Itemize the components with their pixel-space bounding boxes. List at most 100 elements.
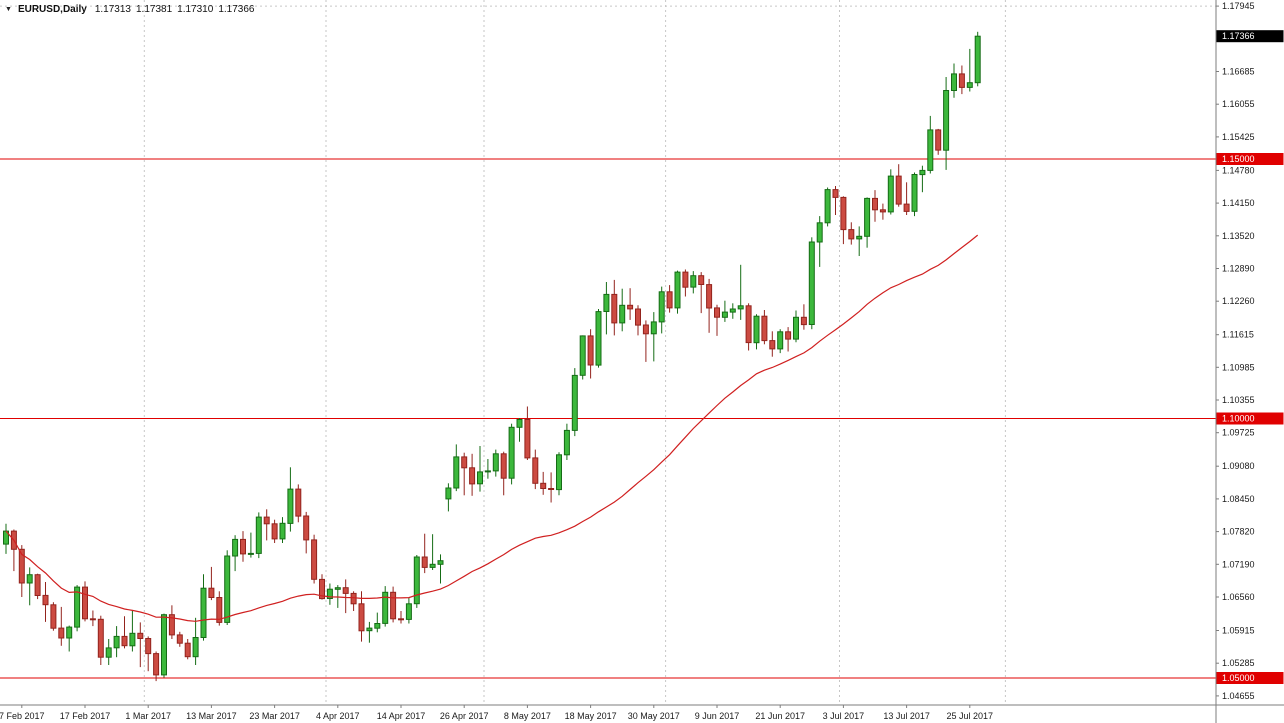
candle-body <box>295 488 302 517</box>
candle <box>247 532 254 558</box>
current-price-tag: 1.17366 <box>1216 30 1284 43</box>
candle <box>619 288 626 332</box>
candle <box>50 602 57 631</box>
candle <box>437 554 444 584</box>
candle <box>595 309 602 368</box>
candle <box>793 310 799 343</box>
price-tick-label: 1.17945 <box>1222 1 1255 11</box>
candle <box>721 300 728 322</box>
candle-body <box>255 516 262 554</box>
candle-body <box>271 523 278 540</box>
svg-text:1.05000: 1.05000 <box>1222 673 1255 683</box>
candle <box>627 288 634 320</box>
price-tick-label: 1.05915 <box>1222 626 1255 636</box>
candle <box>129 610 136 652</box>
candle <box>421 533 428 574</box>
time-tick-label: 4 Apr 2017 <box>316 711 360 721</box>
candle-body <box>635 308 641 326</box>
chart-header: ▼ EURUSD,Daily 1.17313 1.17381 1.17310 1… <box>5 4 254 15</box>
symbol-period-label: EURUSD,Daily <box>17 4 87 15</box>
price-tick-label: 1.08450 <box>1222 494 1255 504</box>
candle-body <box>303 515 310 541</box>
price-tick-label: 1.10355 <box>1222 395 1255 405</box>
candle <box>872 190 878 222</box>
candle <box>168 605 175 639</box>
candle-body <box>974 35 981 84</box>
candle <box>82 581 88 622</box>
candle <box>800 304 807 330</box>
candle <box>453 444 460 492</box>
candle-body <box>887 175 894 213</box>
candle <box>777 329 784 354</box>
candle-body <box>121 635 128 647</box>
candle <box>200 574 207 641</box>
price-tick-label: 1.15425 <box>1222 132 1255 142</box>
candle-body <box>721 311 728 318</box>
candle <box>429 534 436 570</box>
candle <box>879 203 886 220</box>
candle <box>350 591 357 611</box>
candle-body <box>224 555 231 623</box>
candle <box>769 331 776 357</box>
candle-body <box>943 90 950 151</box>
candle-body <box>311 539 318 580</box>
candle-body <box>524 419 531 459</box>
time-tick-label: 17 Feb 2017 <box>60 711 111 721</box>
candle-body <box>532 457 539 484</box>
price-tick-label: 1.13520 <box>1222 231 1255 241</box>
time-axis-surface[interactable] <box>0 705 1284 723</box>
candle-body <box>895 175 902 205</box>
candle-body <box>145 638 152 655</box>
candle-body <box>129 632 136 647</box>
candle-body <box>966 82 973 88</box>
price-tick-label: 1.12890 <box>1222 264 1255 274</box>
candle-body <box>137 632 144 639</box>
candle <box>137 622 144 668</box>
candle-body <box>342 587 349 594</box>
candle-body <box>769 340 776 350</box>
chart-plot-surface[interactable] <box>0 0 1216 705</box>
candle-body <box>390 591 397 620</box>
candle <box>816 216 823 267</box>
price-tick-label: 1.09725 <box>1222 428 1255 438</box>
candle <box>698 272 705 314</box>
candle <box>935 128 942 155</box>
candle-body <box>113 635 120 649</box>
price-tick-label: 1.16055 <box>1222 99 1255 109</box>
candle-body <box>66 626 73 639</box>
candle <box>184 639 191 660</box>
candle-body <box>445 487 452 500</box>
candle-body <box>429 563 436 568</box>
ohlc-close-value: 1.17366 <box>218 4 255 15</box>
time-tick-label: 8 May 2017 <box>504 711 551 721</box>
candle-body <box>200 587 207 639</box>
candle <box>279 517 286 543</box>
hline-price-tag: 1.05000 <box>1216 672 1284 684</box>
candle-body <box>872 197 878 211</box>
candle <box>848 222 855 245</box>
candle-body <box>398 618 404 621</box>
candle-body <box>216 597 223 623</box>
price-axis-surface[interactable] <box>1216 0 1284 705</box>
candle-body <box>793 316 799 340</box>
candle-body <box>540 482 547 489</box>
price-tick-label: 1.06560 <box>1222 592 1255 602</box>
candle-body <box>761 315 768 342</box>
candle <box>824 187 831 227</box>
candle-body <box>808 241 815 325</box>
candle <box>271 519 278 543</box>
ohlc-low-value: 1.17310 <box>177 4 214 15</box>
candle <box>603 282 610 335</box>
candle-body <box>690 275 697 288</box>
candle <box>674 270 681 314</box>
candle <box>563 423 570 460</box>
candle <box>390 586 397 623</box>
candle-body <box>516 419 523 428</box>
candle <box>161 613 167 678</box>
candle-body <box>287 488 294 524</box>
candle-body <box>800 316 807 326</box>
candle-body <box>603 293 610 312</box>
candle-body <box>18 548 25 584</box>
price-tick-label: 1.11615 <box>1222 330 1254 340</box>
